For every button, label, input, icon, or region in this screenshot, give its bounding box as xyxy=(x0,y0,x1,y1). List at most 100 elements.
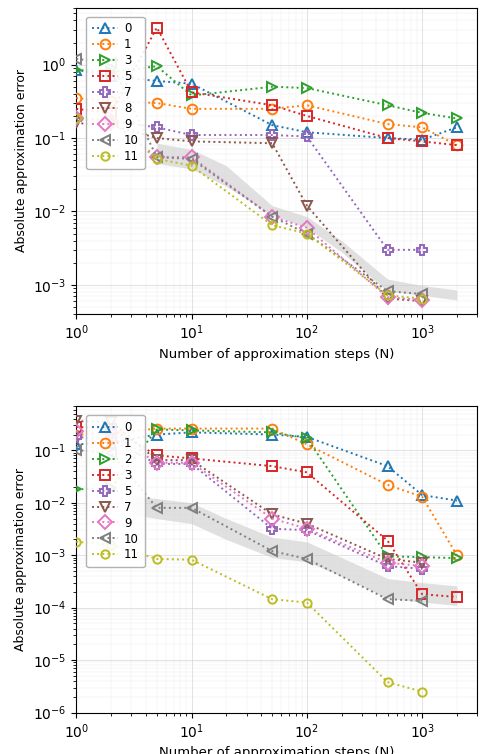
7 xyxy=(154,455,160,464)
0 xyxy=(269,430,275,439)
3 xyxy=(154,451,160,460)
9 xyxy=(108,117,114,126)
1 xyxy=(419,123,425,132)
9 xyxy=(188,458,194,467)
10 xyxy=(269,547,275,556)
1 xyxy=(269,104,275,113)
7 xyxy=(73,417,79,426)
1 xyxy=(108,97,114,106)
11 xyxy=(154,155,160,164)
3 xyxy=(454,593,460,602)
10 xyxy=(73,446,79,455)
Line: 3: 3 xyxy=(71,422,462,602)
0 xyxy=(154,76,160,85)
1 xyxy=(385,480,391,489)
3 xyxy=(154,62,160,71)
Line: 3: 3 xyxy=(71,61,462,124)
1 xyxy=(269,424,275,433)
1 xyxy=(385,120,391,129)
3 xyxy=(73,66,79,75)
7 xyxy=(108,417,114,426)
Line: 1: 1 xyxy=(71,93,462,150)
1 xyxy=(304,101,310,110)
1 xyxy=(188,424,194,433)
11 xyxy=(108,540,114,549)
5 xyxy=(108,109,114,118)
9 xyxy=(188,152,194,161)
Line: 7: 7 xyxy=(71,416,427,568)
2 xyxy=(304,434,310,443)
0 xyxy=(419,491,425,500)
0 xyxy=(269,121,275,130)
Line: 10: 10 xyxy=(71,54,427,299)
Line: 2: 2 xyxy=(71,425,462,563)
5 xyxy=(269,524,275,533)
9 xyxy=(154,458,160,467)
5 xyxy=(419,564,425,573)
11 xyxy=(73,113,79,122)
0 xyxy=(108,72,114,81)
7 xyxy=(154,123,160,132)
9 xyxy=(385,558,391,567)
9 xyxy=(385,293,391,302)
11 xyxy=(269,221,275,230)
11 xyxy=(304,229,310,238)
1 xyxy=(73,430,79,439)
7 xyxy=(73,115,79,124)
3 xyxy=(73,422,79,431)
8 xyxy=(73,118,79,127)
9 xyxy=(269,212,275,221)
3 xyxy=(188,454,194,463)
5 xyxy=(154,459,160,468)
Y-axis label: Absolute approximation error: Absolute approximation error xyxy=(14,467,28,651)
3 xyxy=(269,82,275,91)
3 xyxy=(304,84,310,93)
9 xyxy=(269,514,275,523)
X-axis label: Number of approximation steps (N): Number of approximation steps (N) xyxy=(159,348,395,361)
Line: 5: 5 xyxy=(71,23,462,150)
11 xyxy=(154,554,160,563)
5 xyxy=(385,133,391,143)
5 xyxy=(385,562,391,571)
Line: 0: 0 xyxy=(71,428,462,505)
9 xyxy=(108,429,114,438)
1 xyxy=(73,93,79,103)
5 xyxy=(73,433,79,442)
10 xyxy=(419,596,425,605)
11 xyxy=(73,538,79,547)
8 xyxy=(385,294,391,303)
8 xyxy=(188,137,194,146)
2 xyxy=(154,425,160,434)
0 xyxy=(419,135,425,144)
7 xyxy=(304,132,310,141)
0 xyxy=(454,496,460,505)
2 xyxy=(454,553,460,562)
10 xyxy=(304,554,310,563)
0 xyxy=(385,133,391,143)
2 xyxy=(269,428,275,437)
8 xyxy=(304,201,310,210)
Line: 11: 11 xyxy=(72,538,427,696)
Legend: 0, 1, 2, 3, 5, 7, 9, 10, 11: 0, 1, 2, 3, 5, 7, 9, 10, 11 xyxy=(86,415,145,568)
3 xyxy=(269,461,275,470)
10 xyxy=(154,152,160,161)
8 xyxy=(269,139,275,148)
10 xyxy=(385,287,391,296)
2 xyxy=(188,426,194,435)
3 xyxy=(108,67,114,76)
Line: 11: 11 xyxy=(72,113,427,303)
2 xyxy=(419,553,425,562)
11 xyxy=(419,294,425,303)
8 xyxy=(154,133,160,143)
9 xyxy=(304,524,310,533)
7 xyxy=(269,510,275,519)
3 xyxy=(419,109,425,118)
Legend: 0, 1, 3, 5, 7, 8, 9, 10, 11: 0, 1, 3, 5, 7, 8, 9, 10, 11 xyxy=(86,17,145,169)
0 xyxy=(304,127,310,136)
5 xyxy=(73,104,79,113)
7 xyxy=(108,117,114,126)
7 xyxy=(269,130,275,139)
7 xyxy=(385,554,391,563)
11 xyxy=(108,117,114,126)
Line: 9: 9 xyxy=(71,427,427,571)
